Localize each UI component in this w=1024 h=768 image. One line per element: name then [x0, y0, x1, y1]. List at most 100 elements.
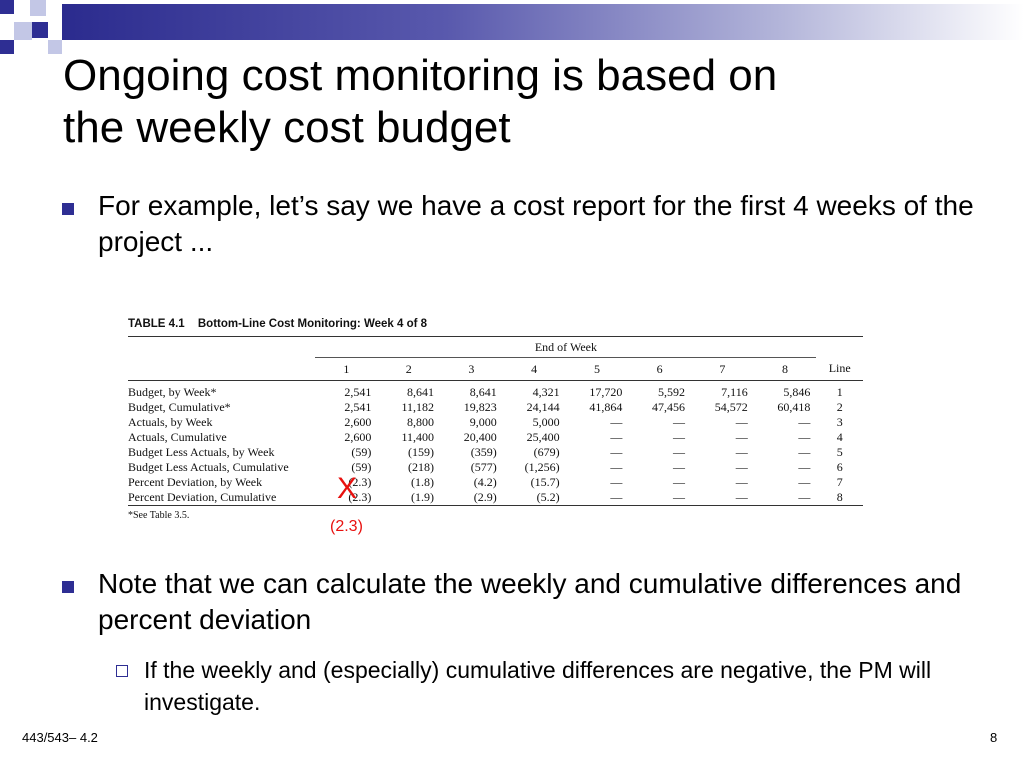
table-cell: (359) — [470, 445, 497, 459]
table-cell: 8,641 — [469, 385, 497, 399]
table-header-blank — [816, 336, 863, 358]
table-cell: (577) — [470, 460, 497, 474]
table-cell: — — [610, 415, 623, 429]
table-cell: 9,000 — [469, 415, 497, 429]
table-cell: 20,400 — [463, 430, 497, 444]
table-cell: 19,823 — [463, 400, 497, 414]
table-body: Budget, by Week* 2,541 8,641 8,641 4,321… — [128, 381, 863, 506]
row-label: Actuals, by Week — [128, 415, 213, 429]
table-cell: — — [673, 415, 686, 429]
cost-monitoring-table: End of Week 1 2 3 4 5 6 7 8 Line Budget,… — [128, 336, 863, 506]
end-of-week-header: End of Week — [315, 336, 817, 358]
table-cell: — — [673, 430, 686, 444]
table-cell: — — [628, 490, 692, 506]
slide-title: Ongoing cost monitoring is based on the … — [63, 50, 963, 154]
week-header: 6 — [628, 357, 692, 381]
table-footnote: *See Table 3.5. — [128, 510, 190, 521]
bullet-square-icon — [62, 581, 74, 593]
table-cell: (2.3) — [315, 490, 378, 506]
table-row: Actuals, by Week 2,600 8,800 9,000 5,000… — [128, 415, 863, 430]
sub-bullet-text: If the weekly and (especially) cumulativ… — [144, 657, 932, 715]
hollow-square-bullet-icon — [116, 665, 128, 677]
table-cell: 17,720 — [589, 385, 623, 399]
table-cell: 25,400 — [526, 430, 560, 444]
table-cell: (159) — [408, 445, 435, 459]
table-cell: 5,000 — [532, 415, 560, 429]
table-cell: 60,418 — [777, 400, 811, 414]
table-cell: (15.7) — [530, 475, 560, 489]
corner-square-dark — [0, 0, 14, 14]
bullet-item: For example, let’s say we have a cost re… — [62, 188, 982, 260]
week-header: 7 — [691, 357, 754, 381]
table-cell: — — [673, 475, 686, 489]
table-header-blank — [128, 336, 316, 358]
line-number: 5 — [836, 445, 843, 459]
table-cell: 54,572 — [714, 400, 748, 414]
table-cell: 8,800 — [407, 415, 435, 429]
row-label: Budget Less Actuals, by Week — [128, 445, 275, 459]
corner-square-light — [14, 22, 32, 40]
line-number: 6 — [836, 460, 843, 474]
annotation-x-mark: X — [337, 472, 358, 505]
table-cell: — — [610, 460, 623, 474]
bullet-text: Note that we can calculate the weekly an… — [98, 568, 962, 635]
table-cell: — — [691, 490, 754, 506]
annotation-corrected-value: (2.3) — [330, 518, 363, 535]
table-cell: — — [735, 445, 748, 459]
table-cell: 4,321 — [532, 385, 560, 399]
line-number: 1 — [836, 385, 843, 399]
table-cell: 11,400 — [401, 430, 435, 444]
table-cell: — — [798, 460, 811, 474]
table-caption-text: Bottom-Line Cost Monitoring: Week 4 of 8 — [197, 318, 428, 330]
corner-square-dark — [0, 40, 14, 54]
corner-square-light — [48, 40, 62, 54]
table-cell: — — [798, 430, 811, 444]
table-cell: 47,456 — [652, 400, 686, 414]
table-cell: (59) — [351, 460, 372, 474]
table-row: Actuals, Cumulative 2,600 11,400 20,400 … — [128, 430, 863, 445]
title-gradient-bar — [62, 4, 1024, 40]
table-cell: 7,116 — [721, 385, 748, 399]
table-cell: 2,600 — [344, 430, 372, 444]
line-number: 4 — [836, 430, 843, 444]
table-cell: (59) — [351, 445, 372, 459]
line-number: 8 — [816, 490, 863, 506]
table-row: Budget, by Week* 2,541 8,641 8,641 4,321… — [128, 381, 863, 401]
table-cell: — — [610, 430, 623, 444]
table-caption-tag: TABLE 4.1 — [128, 318, 185, 330]
footer-course-label: 443/543– 4.2 — [22, 730, 98, 745]
table-cell: — — [673, 445, 686, 459]
bullet-square-icon — [62, 203, 74, 215]
table-cell: 24,144 — [526, 400, 560, 414]
table-cell: (1.9) — [377, 490, 441, 506]
table-cell: (679) — [533, 445, 560, 459]
row-label: Budget Less Actuals, Cumulative — [128, 460, 289, 474]
table-cell: — — [610, 475, 623, 489]
table-row: Budget, Cumulative* 2,541 11,182 19,823 … — [128, 400, 863, 415]
table-cell: 2,541 — [344, 385, 372, 399]
table-cell: (4.2) — [473, 475, 497, 489]
table-cell: 11,182 — [401, 400, 435, 414]
row-label: Actuals, Cumulative — [128, 430, 227, 444]
row-label: Budget, Cumulative* — [128, 400, 231, 414]
page-number: 8 — [990, 730, 998, 745]
cost-table-figure: TABLE 4.1 Bottom-Line Cost Monitoring: W… — [128, 318, 868, 521]
table-row: Budget Less Actuals, Cumulative (59) (21… — [128, 460, 863, 475]
table-cell: (5.2) — [502, 490, 566, 506]
table-cell: 8,641 — [407, 385, 435, 399]
corner-square-light — [30, 0, 46, 16]
table-cell: — — [753, 490, 817, 506]
row-label: Percent Deviation, by Week — [128, 475, 263, 489]
table-week-row: 1 2 3 4 5 6 7 8 Line — [128, 357, 863, 381]
table-cell: (2.9) — [440, 490, 503, 506]
table-cell: — — [735, 460, 748, 474]
bullet-item: Note that we can calculate the weekly an… — [62, 566, 982, 638]
line-number: 7 — [836, 475, 843, 489]
table-cell: — — [735, 430, 748, 444]
table-cell: 5,846 — [783, 385, 811, 399]
table-cell: 2,541 — [344, 400, 372, 414]
table-cell: — — [610, 445, 623, 459]
corner-square-dark — [32, 22, 48, 38]
table-row: Percent Deviation, Cumulative (2.3) (1.9… — [128, 490, 863, 506]
table-row: Budget Less Actuals, by Week (59) (159) … — [128, 445, 863, 460]
